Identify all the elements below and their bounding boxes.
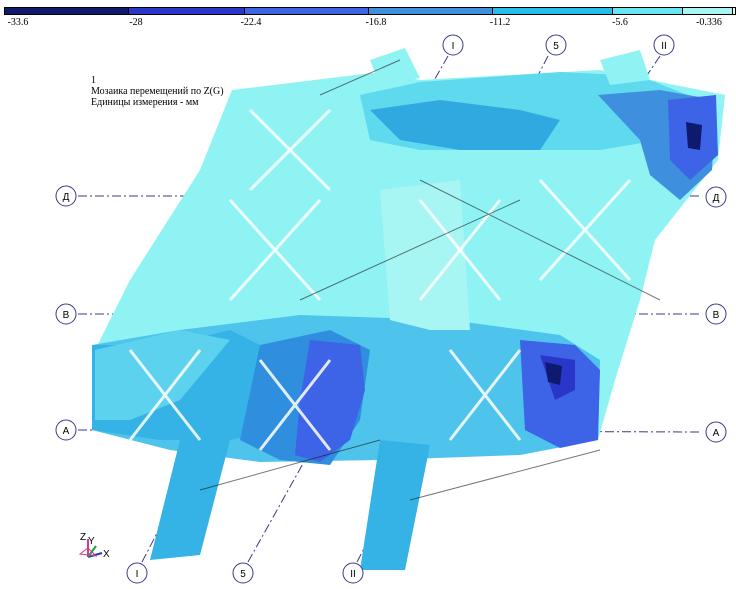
triad-y-label: Y bbox=[88, 536, 95, 547]
axis-marker-left-3 bbox=[55, 419, 77, 441]
axis-marker-top-3 bbox=[653, 34, 675, 56]
axis-label: II bbox=[350, 569, 356, 580]
axis-label: 5 bbox=[240, 569, 246, 580]
caption-line-3: Единицы измерения - мм bbox=[91, 97, 199, 108]
axis-marker-labels: I 5 II Д В А Д В А I 5 II bbox=[63, 41, 720, 580]
axis-label: А bbox=[63, 426, 70, 437]
axis-marker-top-2 bbox=[545, 34, 567, 56]
axis-marker-left-1 bbox=[55, 185, 77, 207]
scale-segment-2 bbox=[128, 7, 244, 15]
scale-segment-3 bbox=[244, 7, 368, 15]
scale-tick-label: -0.336 bbox=[696, 17, 722, 28]
axis-label: В bbox=[63, 310, 70, 321]
scale-tick-label: -33.6 bbox=[7, 17, 29, 28]
axis-label: I bbox=[452, 41, 455, 52]
axis-marker-bottom-2 bbox=[232, 562, 254, 584]
axis-markers bbox=[55, 34, 727, 584]
scale-tick-label: -16.8 bbox=[365, 17, 387, 28]
caption-line-2: Мозаика перемещений по Z(G) bbox=[91, 86, 224, 97]
result-caption: 1 Мозаика перемещений по Z(G) Единицы из… bbox=[91, 75, 224, 108]
axis-label: II bbox=[661, 41, 667, 52]
scale-segment-4 bbox=[368, 7, 492, 15]
scale-segment-1 bbox=[4, 7, 128, 15]
axis-marker-right-2 bbox=[705, 303, 727, 325]
axis-label: А bbox=[713, 428, 720, 439]
color-scale-legend: -33.6 -28 -22.4 -16.8 -11.2 -5.6 -0.336 bbox=[0, 0, 736, 28]
axis-marker-bottom-1 bbox=[126, 562, 148, 584]
scale-segment-6 bbox=[612, 7, 682, 15]
axis-marker-right-1 bbox=[705, 186, 727, 208]
scale-tick-label: -11.2 bbox=[489, 17, 511, 28]
caption-line-1: 1 bbox=[91, 75, 96, 86]
scale-segment-7 bbox=[682, 7, 732, 15]
axis-marker-left-2 bbox=[55, 303, 77, 325]
scale-segment-5 bbox=[492, 7, 612, 15]
axis-label: 5 bbox=[553, 41, 559, 52]
axis-marker-right-3 bbox=[705, 421, 727, 443]
axis-marker-top-1 bbox=[442, 34, 464, 56]
axis-label: I bbox=[136, 569, 139, 580]
axis-label: Д bbox=[63, 192, 70, 203]
coordinate-triad-icon: Z Y X bbox=[78, 532, 110, 560]
scale-tick-label: -5.6 bbox=[612, 17, 628, 28]
wireframe-lines bbox=[199, 59, 661, 501]
triad-z-label: Z bbox=[80, 532, 86, 543]
truss-members bbox=[128, 108, 632, 451]
scale-tick-label: -22.4 bbox=[240, 17, 262, 28]
axis-marker-bottom-3 bbox=[342, 562, 364, 584]
scale-tick-label: -28 bbox=[129, 17, 143, 28]
axis-label: Д bbox=[713, 193, 720, 204]
axis-label: В bbox=[713, 310, 720, 321]
triad-x-label: X bbox=[103, 549, 110, 560]
structure-mosaic bbox=[92, 48, 725, 570]
